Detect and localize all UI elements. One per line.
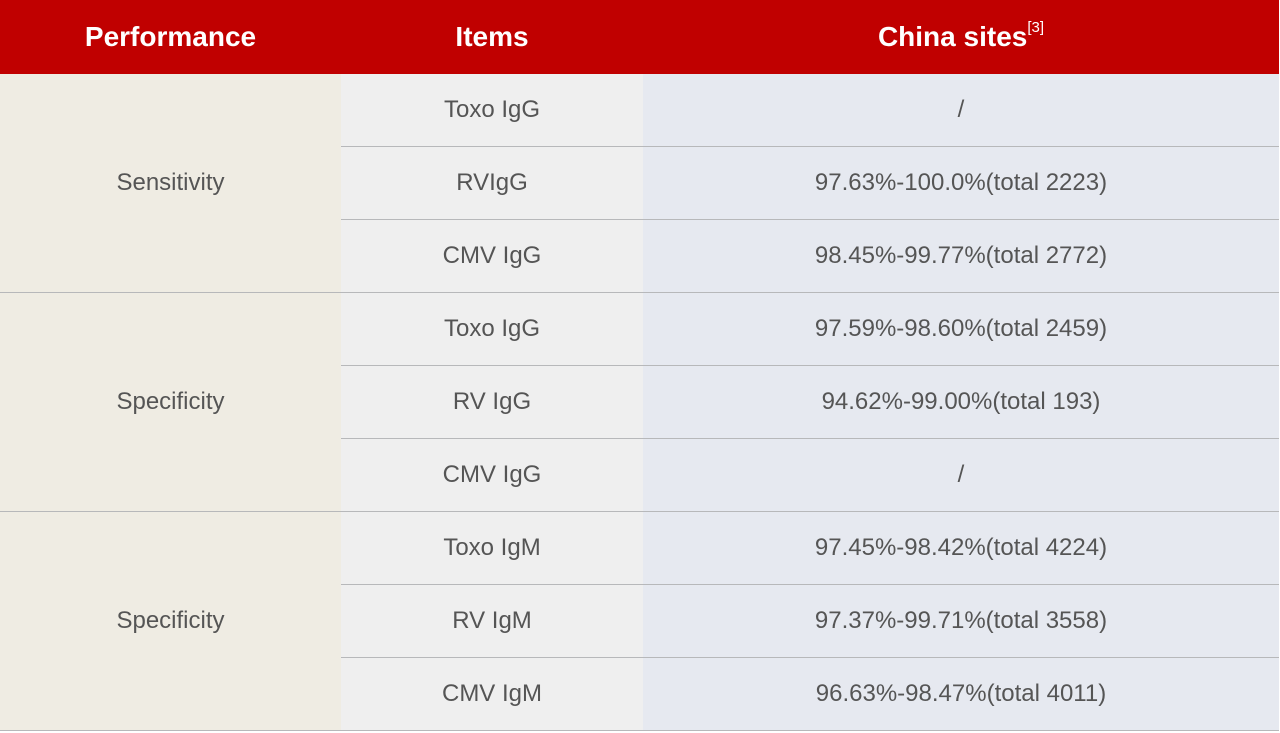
table-row: RV IgG 94.62%-99.00%(total 193) <box>0 365 1279 439</box>
china-sites-value-cell: / <box>643 74 1279 147</box>
header-sites-ref: [3] <box>1027 19 1045 36</box>
china-sites-value-cell: 97.63%-100.0%(total 2223) <box>643 146 1279 220</box>
china-sites-value-cell: 94.62%-99.00%(total 193) <box>643 365 1279 439</box>
performance-cell: Specificity <box>0 511 341 731</box>
item-cell: CMV IgG <box>341 438 643 512</box>
china-sites-value-cell: 96.63%-98.47%(total 4011) <box>643 657 1279 731</box>
table-row: CMV IgG 98.45%-99.77%(total 2772) <box>0 219 1279 293</box>
header-sites-label: China sites <box>877 21 1028 52</box>
table-row: Specificity Toxo IgM 97.45%-98.42%(total 4… <box>0 511 1279 731</box>
performance-cell: Specificity <box>0 292 341 512</box>
item-cell: Toxo IgG <box>341 292 643 366</box>
china-sites-value-cell: 97.45%-98.42%(total 4224) <box>643 511 1279 585</box>
china-sites-value-cell: 97.59%-98.60%(total 2459) <box>643 292 1279 366</box>
table-row: CMV IgG / <box>0 438 1279 512</box>
table-row: Sensitivity Toxo IgG / <box>0 74 1279 293</box>
table-row: Specificity Toxo IgG 97.59%-98.60%(total 2… <box>0 292 1279 512</box>
table-row: CMV IgM 96.63%-98.47%(total 4011) <box>0 657 1279 731</box>
item-cell: Toxo IgG <box>341 74 643 147</box>
item-cell: Toxo IgM <box>341 511 643 585</box>
china-sites-value-cell: 97.37%-99.71%(total 3558) <box>643 584 1279 658</box>
header-china-sites: China sites[3] <box>643 0 1279 74</box>
table-row: RV IgM 97.37%-99.71%(total 3558) <box>0 584 1279 658</box>
item-cell: CMV IgG <box>341 219 643 293</box>
header-items: Items <box>341 0 643 74</box>
item-cell: RVIgG <box>341 146 643 220</box>
table-row: RVIgG 97.63%-100.0%(total 2223) <box>0 146 1279 220</box>
performance-cell: Sensitivity <box>0 74 341 293</box>
china-sites-value-cell: 98.45%-99.77%(total 2772) <box>643 219 1279 293</box>
china-sites-value-cell: / <box>643 438 1279 512</box>
item-cell: CMV IgM <box>341 657 643 731</box>
header-row: Performance Items China sites[3] <box>0 0 1279 74</box>
item-cell: RV IgM <box>341 584 643 658</box>
header-performance: Performance <box>0 0 341 74</box>
item-cell: RV IgG <box>341 365 643 439</box>
